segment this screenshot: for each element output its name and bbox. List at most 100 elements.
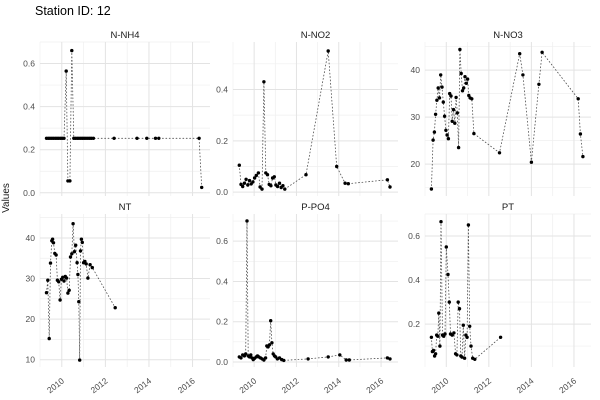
data-point bbox=[458, 47, 462, 52]
y-tick-label: 20 bbox=[26, 314, 36, 324]
data-point bbox=[66, 291, 70, 295]
data-point bbox=[252, 176, 257, 180]
data-point bbox=[249, 353, 253, 357]
series-points bbox=[44, 222, 117, 362]
gridlines bbox=[39, 41, 210, 196]
y-axis-labels: 10 20 30 40 bbox=[26, 233, 36, 365]
data-point bbox=[537, 82, 541, 87]
data-point bbox=[260, 187, 264, 191]
series-points bbox=[429, 220, 503, 361]
data-point bbox=[498, 335, 503, 339]
x-tick-label: 2012 bbox=[280, 376, 301, 396]
series-line bbox=[431, 221, 501, 360]
data-point bbox=[247, 178, 252, 183]
y-tick-label: 0.6 bbox=[216, 236, 228, 246]
data-point bbox=[70, 252, 74, 256]
data-point bbox=[77, 300, 81, 304]
data-point bbox=[262, 80, 266, 84]
data-point bbox=[46, 278, 50, 282]
data-point bbox=[347, 358, 351, 362]
data-point bbox=[581, 154, 585, 159]
gridlines bbox=[424, 42, 591, 196]
data-point bbox=[157, 136, 161, 140]
data-point bbox=[443, 332, 447, 336]
series-points bbox=[44, 48, 204, 190]
data-point bbox=[64, 276, 69, 280]
data-point bbox=[79, 237, 84, 241]
series-line bbox=[46, 223, 116, 361]
data-point bbox=[272, 175, 276, 179]
data-point bbox=[80, 240, 85, 245]
y-axis-labels: 0.0 0.2 0.4 bbox=[216, 84, 228, 197]
data-point bbox=[263, 356, 268, 360]
series-line bbox=[431, 49, 584, 190]
series-points bbox=[237, 219, 392, 363]
data-point bbox=[454, 95, 458, 100]
data-point bbox=[464, 81, 468, 86]
data-point bbox=[437, 96, 442, 100]
data-point bbox=[237, 163, 241, 167]
facet-P-PO4: P-PO4 0.0 0.2 0.4 0.6 2010 2012 2014 2016 bbox=[216, 202, 398, 395]
data-point bbox=[455, 353, 459, 357]
y-axis-labels: 0.2 0.4 0.6 bbox=[408, 231, 420, 329]
facet-title: N-NH4 bbox=[110, 30, 139, 41]
y-tick-label: 0.0 bbox=[216, 187, 228, 197]
data-point bbox=[68, 179, 72, 183]
data-point bbox=[388, 185, 392, 189]
data-point bbox=[50, 237, 55, 241]
y-tick-label: 0.4 bbox=[216, 84, 228, 94]
data-point bbox=[306, 357, 310, 361]
series-line bbox=[238, 50, 391, 191]
facet-title: N-NO3 bbox=[493, 30, 523, 41]
data-point bbox=[344, 358, 348, 362]
data-point bbox=[242, 181, 247, 185]
x-tick-label: 2014 bbox=[322, 376, 343, 396]
y-tick-label: 0.2 bbox=[216, 317, 228, 327]
data-point bbox=[470, 97, 474, 101]
data-point bbox=[463, 75, 467, 79]
data-point bbox=[456, 145, 461, 150]
data-point bbox=[72, 250, 77, 254]
facet-N-NH4: N-NH4 0.0 0.2 0.4 0.6 bbox=[23, 30, 210, 198]
data-point bbox=[269, 319, 273, 323]
x-tick-label: 2010 bbox=[429, 376, 450, 396]
data-point bbox=[239, 356, 243, 360]
data-point bbox=[441, 100, 445, 104]
y-tick-label: 30 bbox=[411, 112, 421, 122]
data-point bbox=[245, 219, 249, 223]
data-point bbox=[270, 341, 274, 345]
data-point bbox=[281, 184, 285, 188]
data-point bbox=[540, 50, 544, 54]
y-axis-labels: 20 30 40 bbox=[411, 65, 421, 169]
y-tick-label: 40 bbox=[26, 233, 36, 243]
data-point bbox=[265, 173, 270, 177]
gridlines bbox=[424, 213, 591, 367]
data-point bbox=[433, 352, 438, 356]
x-axis-labels: 2010 2012 2014 2016 bbox=[45, 376, 197, 396]
y-axis-labels: 0.0 0.2 0.4 0.6 bbox=[23, 59, 35, 198]
series-points bbox=[237, 49, 392, 191]
facet-title: PT bbox=[502, 202, 514, 213]
x-tick-label: 2016 bbox=[364, 376, 385, 396]
data-point bbox=[68, 255, 73, 259]
data-point bbox=[576, 97, 580, 101]
data-point bbox=[62, 279, 66, 283]
facet-PT: PT 0.2 0.4 0.6 2010 2012 2014 2016 bbox=[408, 202, 591, 395]
data-point bbox=[429, 335, 434, 339]
data-point bbox=[497, 151, 502, 155]
figure-title: Station ID: 12 bbox=[35, 4, 111, 18]
data-point bbox=[455, 111, 459, 115]
data-point bbox=[75, 261, 79, 265]
facet-N-NO3: N-NO3 20 30 40 bbox=[411, 30, 591, 196]
data-point bbox=[78, 358, 82, 362]
data-point bbox=[275, 184, 280, 189]
x-axis-labels: 2010 2012 2014 2016 bbox=[237, 376, 385, 396]
x-tick-label: 2016 bbox=[176, 376, 197, 396]
y-tick-label: 0.6 bbox=[408, 231, 420, 241]
data-point bbox=[529, 160, 534, 164]
data-point bbox=[244, 177, 248, 181]
data-point bbox=[200, 185, 204, 190]
data-point bbox=[460, 89, 465, 93]
data-point bbox=[74, 243, 78, 247]
